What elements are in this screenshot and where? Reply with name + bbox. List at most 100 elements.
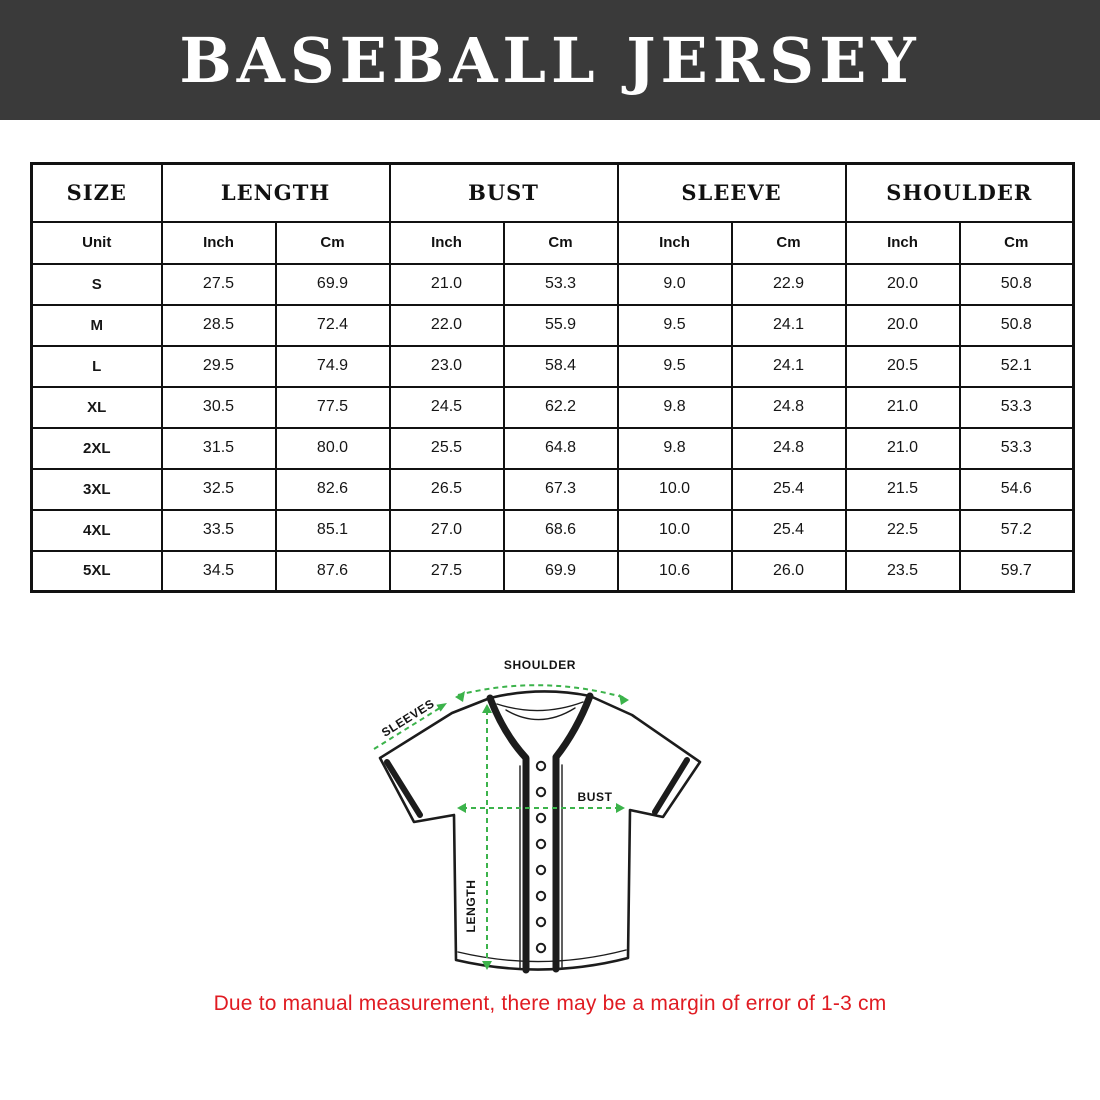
value-cell: 9.8 bbox=[616, 385, 733, 429]
value-cell: 85.1 bbox=[274, 508, 391, 552]
arrowheads bbox=[436, 691, 629, 970]
value-cell: 9.5 bbox=[616, 344, 733, 388]
value-cell: 30.5 bbox=[160, 385, 277, 429]
value-cell: 62.2 bbox=[502, 385, 619, 429]
value-cell: 22.0 bbox=[388, 303, 505, 347]
value-cell: 34.5 bbox=[160, 549, 277, 593]
size-row-xl: XL 30.5 77.5 24.5 62.2 9.8 24.8 21.0 53.… bbox=[30, 385, 1075, 429]
value-cell: 25.5 bbox=[388, 426, 505, 470]
value-cell: 22.9 bbox=[730, 262, 847, 306]
page-title: BASEBALL JERSEY bbox=[179, 23, 921, 97]
right-sleeve-stripe bbox=[652, 757, 690, 815]
size-row-4xl: 4XL 33.5 85.1 27.0 68.6 10.0 25.4 22.5 5… bbox=[30, 508, 1075, 552]
value-cell: 53.3 bbox=[958, 385, 1075, 429]
value-cell: 10.0 bbox=[616, 508, 733, 552]
value-cell: 68.6 bbox=[502, 508, 619, 552]
value-cell: 74.9 bbox=[274, 344, 391, 388]
value-cell: 9.0 bbox=[616, 262, 733, 306]
left-sleeve-stripe bbox=[384, 759, 423, 818]
value-cell: 27.0 bbox=[388, 508, 505, 552]
table-group-header-row: SIZE LENGTH BUST SLEEVE SHOULDER bbox=[30, 162, 1075, 223]
value-cell: 24.5 bbox=[388, 385, 505, 429]
value-cell: 10.0 bbox=[616, 467, 733, 511]
measurement-arrows bbox=[373, 684, 627, 964]
value-cell: 28.5 bbox=[160, 303, 277, 347]
size-label-cell: 3XL bbox=[30, 467, 163, 511]
value-cell: 27.5 bbox=[388, 549, 505, 593]
value-cell: 25.4 bbox=[730, 467, 847, 511]
value-cell: 87.6 bbox=[274, 549, 391, 593]
unit-cell: Inch bbox=[160, 220, 277, 265]
size-label-cell: M bbox=[30, 303, 163, 347]
col-header-shoulder: SHOULDER bbox=[844, 162, 1075, 223]
value-cell: 22.5 bbox=[844, 508, 961, 552]
value-cell: 20.0 bbox=[844, 262, 961, 306]
size-row-s: S 27.5 69.9 21.0 53.3 9.0 22.9 20.0 50.8 bbox=[30, 262, 1075, 306]
value-cell: 25.4 bbox=[730, 508, 847, 552]
value-cell: 21.0 bbox=[844, 426, 961, 470]
value-cell: 10.6 bbox=[616, 549, 733, 593]
value-cell: 55.9 bbox=[502, 303, 619, 347]
size-row-2xl: 2XL 31.5 80.0 25.5 64.8 9.8 24.8 21.0 53… bbox=[30, 426, 1075, 470]
value-cell: 77.5 bbox=[274, 385, 391, 429]
unit-cell: Unit bbox=[30, 220, 163, 265]
value-cell: 50.8 bbox=[958, 303, 1075, 347]
value-cell: 32.5 bbox=[160, 467, 277, 511]
value-cell: 23.5 bbox=[844, 549, 961, 593]
size-row-5xl: 5XL 34.5 87.6 27.5 69.9 10.6 26.0 23.5 5… bbox=[30, 549, 1075, 593]
shoulder-measure-label: SHOULDER bbox=[504, 658, 576, 672]
value-cell: 24.1 bbox=[730, 303, 847, 347]
value-cell: 24.8 bbox=[730, 426, 847, 470]
value-cell: 27.5 bbox=[160, 262, 277, 306]
value-cell: 21.5 bbox=[844, 467, 961, 511]
value-cell: 26.5 bbox=[388, 467, 505, 511]
size-label-cell: 5XL bbox=[30, 549, 163, 593]
size-label-cell: S bbox=[30, 262, 163, 306]
value-cell: 52.1 bbox=[958, 344, 1075, 388]
unit-cell: Inch bbox=[616, 220, 733, 265]
unit-cell: Inch bbox=[388, 220, 505, 265]
bust-measure-label: BUST bbox=[577, 790, 612, 804]
value-cell: 80.0 bbox=[274, 426, 391, 470]
value-cell: 67.3 bbox=[502, 467, 619, 511]
button-placket bbox=[535, 760, 547, 954]
value-cell: 58.4 bbox=[502, 344, 619, 388]
unit-cell: Cm bbox=[274, 220, 391, 265]
value-cell: 21.0 bbox=[844, 385, 961, 429]
value-cell: 24.8 bbox=[730, 385, 847, 429]
size-label-cell: 2XL bbox=[30, 426, 163, 470]
value-cell: 26.0 bbox=[730, 549, 847, 593]
size-label-cell: 4XL bbox=[30, 508, 163, 552]
unit-cell: Cm bbox=[958, 220, 1075, 265]
value-cell: 9.8 bbox=[616, 426, 733, 470]
size-label-cell: L bbox=[30, 344, 163, 388]
value-cell: 72.4 bbox=[274, 303, 391, 347]
col-header-size: SIZE bbox=[30, 162, 163, 223]
value-cell: 9.5 bbox=[616, 303, 733, 347]
sleeves-arrow-line bbox=[373, 705, 444, 750]
value-cell: 59.7 bbox=[958, 549, 1075, 593]
value-cell: 64.8 bbox=[502, 426, 619, 470]
value-cell: 31.5 bbox=[160, 426, 277, 470]
col-header-length: LENGTH bbox=[160, 162, 391, 223]
measurement-disclaimer: Due to manual measurement, there may be … bbox=[213, 992, 887, 1015]
value-cell: 29.5 bbox=[160, 344, 277, 388]
value-cell: 50.8 bbox=[958, 262, 1075, 306]
col-header-bust: BUST bbox=[388, 162, 619, 223]
value-cell: 20.5 bbox=[844, 344, 961, 388]
size-row-m: M 28.5 72.4 22.0 55.9 9.5 24.1 20.0 50.8 bbox=[30, 303, 1075, 347]
unit-cell: Cm bbox=[730, 220, 847, 265]
size-row-3xl: 3XL 32.5 82.6 26.5 67.3 10.0 25.4 21.5 5… bbox=[30, 467, 1075, 511]
unit-cell: Cm bbox=[502, 220, 619, 265]
col-header-sleeve: SLEEVE bbox=[616, 162, 847, 223]
size-label-cell: XL bbox=[30, 385, 163, 429]
value-cell: 53.3 bbox=[958, 426, 1075, 470]
length-measure-label: LENGTH bbox=[464, 880, 478, 933]
value-cell: 57.2 bbox=[958, 508, 1075, 552]
jersey-measurement-diagram: SHOULDER SLEEVES BUST LENGTH bbox=[373, 658, 702, 974]
value-cell: 24.1 bbox=[730, 344, 847, 388]
value-cell: 69.9 bbox=[274, 262, 391, 306]
value-cell: 23.0 bbox=[388, 344, 505, 388]
size-row-l: L 29.5 74.9 23.0 58.4 9.5 24.1 20.5 52.1 bbox=[30, 344, 1075, 388]
table-unit-row: Unit Inch Cm Inch Cm Inch Cm Inch Cm bbox=[30, 220, 1075, 265]
